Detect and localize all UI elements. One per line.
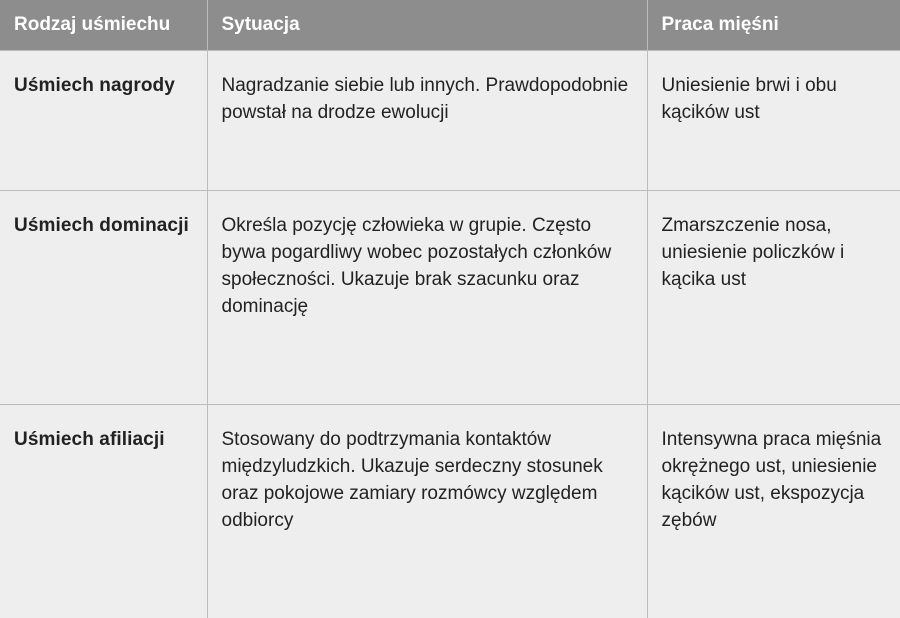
cell-muscles: Uniesienie brwi i obu kącików ust bbox=[647, 51, 900, 191]
table-row: Uśmiech dominacji Określa pozycję człowi… bbox=[0, 191, 900, 405]
cell-type: Uśmiech dominacji bbox=[0, 191, 207, 405]
col-header-type: Rodzaj uśmiechu bbox=[0, 0, 207, 51]
cell-muscles: Zmarszczenie nosa, uniesienie policzków … bbox=[647, 191, 900, 405]
col-header-muscles: Praca mięśni bbox=[647, 0, 900, 51]
cell-type: Uśmiech afiliacji bbox=[0, 405, 207, 618]
cell-situation: Stosowany do podtrzymania kon­taktów mię… bbox=[207, 405, 647, 618]
cell-type: Uśmiech nagrody bbox=[0, 51, 207, 191]
table-header-row: Rodzaj uśmiechu Sytuacja Praca mięśni bbox=[0, 0, 900, 51]
col-header-situation: Sytuacja bbox=[207, 0, 647, 51]
cell-situation: Nagradzanie siebie lub innych. Prawdopod… bbox=[207, 51, 647, 191]
cell-muscles: Intensywna praca mięśnia okrężnego ust, … bbox=[647, 405, 900, 618]
table-row: Uśmiech afiliacji Stosowany do podtrzyma… bbox=[0, 405, 900, 618]
table-row: Uśmiech nagrody Nagradzanie siebie lub i… bbox=[0, 51, 900, 191]
smile-types-table: Rodzaj uśmiechu Sytuacja Praca mięśni Uś… bbox=[0, 0, 900, 618]
cell-situation: Określa pozycję człowieka w grupie. Częs… bbox=[207, 191, 647, 405]
